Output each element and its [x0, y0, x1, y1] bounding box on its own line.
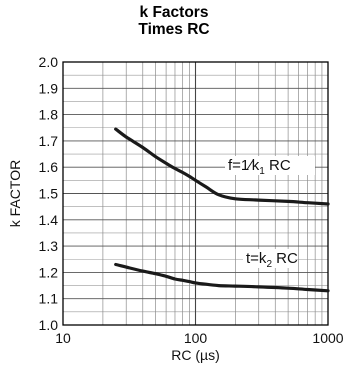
series-labels: f=1⁄k1 RC t=k2 RC — [225, 156, 315, 270]
series-label-bg — [225, 156, 315, 175]
major-grid — [63, 62, 328, 325]
y-tick-label: 1.4 — [39, 212, 59, 228]
y-tick-label: 1.1 — [39, 291, 59, 307]
x-tick-labels: 10 100 1000 — [55, 330, 344, 346]
x-tick-label: 10 — [55, 330, 71, 346]
y-tick-label: 1.9 — [39, 80, 59, 96]
x-tick-label: 1000 — [312, 330, 343, 346]
y-tick-label: 1.2 — [39, 264, 59, 280]
y-tick-label: 1.3 — [39, 238, 59, 254]
y-tick-label: 1.7 — [39, 133, 59, 149]
y-tick-label: 1.0 — [39, 317, 59, 333]
series-label-2: t=k2 RC — [246, 250, 298, 270]
x-axis-label: RC (µs) — [171, 347, 220, 363]
y-tick-label: 1.8 — [39, 107, 59, 123]
x-tick-label: 100 — [184, 330, 208, 346]
y-tick-label: 1.6 — [39, 159, 59, 175]
y-tick-label: 2.0 — [39, 54, 59, 70]
chart-title: k Factors — [139, 4, 209, 21]
series-label-1: f=1⁄k1 RC — [228, 157, 291, 177]
y-axis-label: k FACTOR — [7, 160, 23, 227]
series-line-2 — [114, 262, 330, 293]
y-tick-label: 1.5 — [39, 186, 59, 202]
series-lines — [114, 127, 330, 293]
series-line-1 — [114, 127, 330, 206]
y-tick-labels: 1.0 1.1 1.2 1.3 1.4 1.5 1.6 1.7 1.8 1.9 2.0 — [39, 54, 59, 333]
series-label-bg — [243, 249, 295, 268]
chart-subtitle: Times RC — [138, 21, 210, 38]
plot-frame — [62, 61, 329, 326]
